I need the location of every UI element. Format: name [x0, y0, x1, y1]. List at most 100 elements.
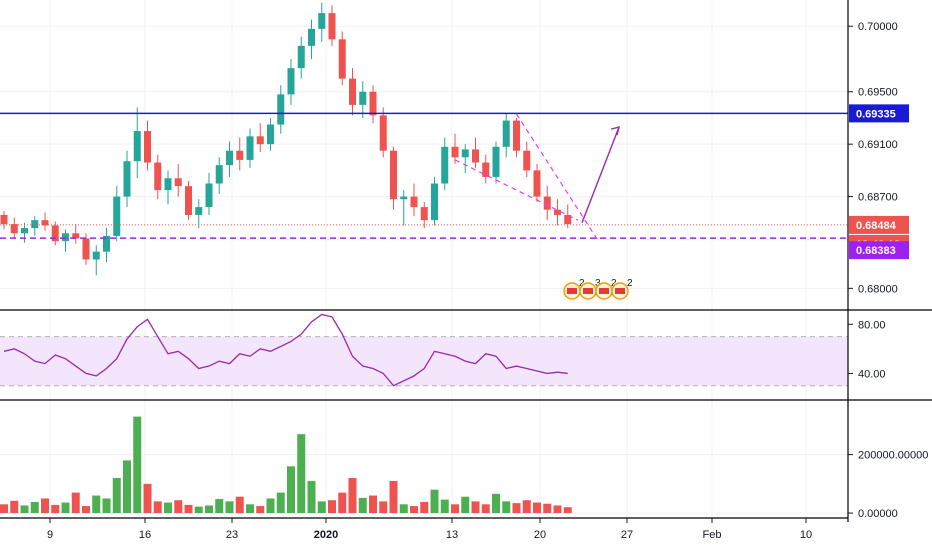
event-badge-count: 2 [627, 278, 633, 289]
x-tick-label: 16 [139, 529, 151, 541]
volume-bar [71, 492, 80, 514]
volume-bar [123, 460, 131, 514]
volume-bar [451, 504, 459, 514]
price-tick-label: 0.69500 [858, 87, 898, 99]
projection-arrow-head [610, 126, 620, 136]
candle-body [113, 196, 121, 236]
price-tick-label: 0.70000 [858, 21, 898, 33]
candle-body [410, 196, 418, 208]
support-price-label: 0.68383 [856, 245, 896, 257]
candle-body [461, 149, 469, 158]
candle-body [523, 150, 531, 171]
x-tick-label: 2020 [314, 529, 338, 541]
candle-body [215, 165, 223, 184]
volume-bar [328, 500, 336, 514]
candle-body [502, 120, 510, 147]
candle-body [41, 220, 49, 226]
volume-bar [461, 496, 470, 514]
volume-bar [522, 500, 531, 514]
volume-bar [492, 493, 500, 514]
flag-icon [599, 288, 609, 294]
volume-bar [153, 501, 162, 514]
candle-body [123, 161, 131, 197]
x-tick-label: 20 [534, 529, 546, 541]
candle-body [21, 228, 28, 234]
projection-arrow-line[interactable] [581, 126, 620, 224]
support-price-badge [849, 241, 909, 260]
candle-body [205, 183, 213, 208]
x-tick-label: 10 [800, 529, 812, 541]
volume-bar [225, 501, 234, 514]
rsi-band-fill [0, 336, 848, 386]
candle-body [472, 149, 479, 163]
candle-layer [0, 2, 572, 276]
volume-bar [51, 504, 60, 514]
candle-body [185, 186, 192, 215]
volume-bar [164, 502, 172, 514]
volume-bar [481, 504, 490, 514]
event-badge-count: 2 [611, 278, 617, 289]
volume-bar [553, 505, 562, 514]
volume-bar [246, 504, 254, 514]
candle-body [10, 224, 18, 234]
volume-bar [194, 506, 203, 514]
candle-body [144, 131, 151, 163]
candle-body [0, 214, 8, 225]
volume-bar [205, 505, 213, 514]
candle-body [328, 13, 336, 40]
axis-labels: 9 16 23 2020 13 20 27 Feb 100.700000.695000.6910… [47, 21, 928, 541]
candle-body [379, 115, 387, 151]
volume-bar [399, 504, 408, 514]
last-price-badge [849, 215, 909, 234]
candle-body [441, 146, 449, 184]
candle-body [431, 183, 438, 221]
volume-bar [369, 495, 377, 514]
flag-icon [567, 288, 577, 294]
candle-body [246, 136, 254, 160]
volume-bar [256, 506, 265, 514]
rsi-line [3, 313, 568, 387]
volume-bar [215, 499, 224, 514]
candle-body [226, 150, 233, 166]
volume-bar [0, 504, 8, 514]
candle-body [72, 233, 80, 239]
price-tick-label: 0.69100 [858, 139, 898, 151]
candle-body [31, 220, 39, 229]
last-price-label: 0.68484 [856, 220, 897, 232]
flag-icon [583, 288, 593, 294]
candle-body [51, 225, 59, 242]
volume-bar [533, 502, 541, 514]
x-tick-label: 13 [446, 529, 458, 541]
volume-bar [358, 497, 367, 514]
candle-body [308, 28, 315, 46]
candle-body [369, 91, 377, 116]
volume-bar [235, 496, 244, 514]
rsi-band [0, 336, 848, 387]
candle-body [82, 238, 90, 260]
volume-bar [348, 478, 357, 514]
volume-bar [276, 492, 285, 514]
volume-bar [30, 501, 39, 514]
volume-bar [297, 434, 306, 514]
candle-body [451, 146, 459, 158]
x-tick-label: 27 [621, 529, 633, 541]
candle-body [297, 45, 305, 69]
volume-bar [512, 503, 521, 514]
volume-bar [307, 480, 316, 514]
flag-icon [615, 288, 625, 294]
wedge-upper-line[interactable] [515, 113, 600, 242]
candle-body [400, 196, 408, 200]
grid-layer [0, 0, 848, 518]
x-tick-label: Feb [703, 529, 722, 541]
candle-body [533, 170, 541, 197]
volume-bar [133, 416, 142, 514]
volume-bar [266, 498, 275, 514]
candle-body [277, 94, 285, 125]
candle-body [554, 209, 561, 215]
wedge-lower-line[interactable] [454, 159, 579, 221]
candle-body [154, 162, 162, 191]
candle-body [349, 78, 356, 105]
